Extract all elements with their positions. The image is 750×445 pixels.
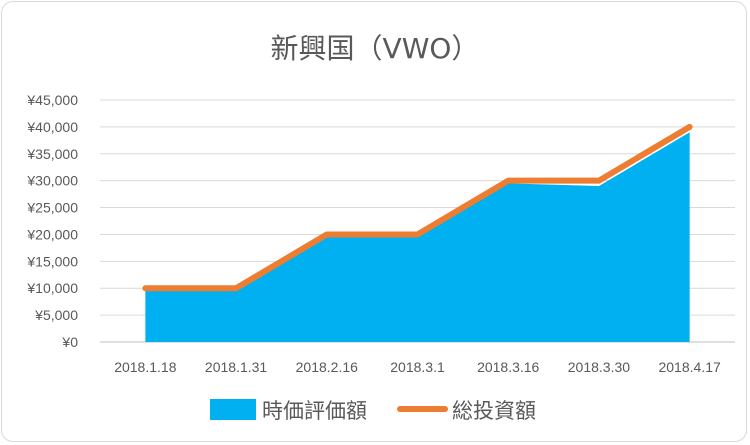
- legend: 時価評価額 総投資額: [210, 399, 536, 423]
- y-tick-label: ¥0: [61, 334, 78, 350]
- y-tick-label: ¥35,000: [26, 146, 78, 162]
- x-axis: 2018.1.18 2018.1.31 2018.2.16 2018.3.1 2018.…: [114, 359, 721, 375]
- legend-label-total-investment: 総投資額: [452, 399, 536, 423]
- y-tick-label: ¥30,000: [26, 173, 78, 189]
- x-tick-label: 2018.1.18: [114, 359, 176, 375]
- y-tick-label: ¥20,000: [26, 226, 78, 242]
- series-layer: [142, 123, 693, 342]
- y-tick-label: ¥10,000: [26, 280, 78, 296]
- x-tick-label: 2018.1.31: [205, 359, 267, 375]
- y-tick-label: ¥40,000: [26, 119, 78, 135]
- y-tick-label: ¥15,000: [26, 253, 78, 269]
- x-tick-label: 2018.4.17: [658, 359, 720, 375]
- y-tick-label: ¥45,000: [26, 92, 78, 108]
- x-tick-label: 2018.3.16: [477, 359, 539, 375]
- y-tick-label: ¥5,000: [34, 307, 78, 323]
- chart-title: 新興国（VWO）: [271, 32, 480, 65]
- legend-swatch-market-value: [210, 399, 256, 420]
- x-tick-label: 2018.3.1: [390, 359, 445, 375]
- x-tick-label: 2018.2.16: [296, 359, 358, 375]
- legend-label-market-value: 時価評価額: [262, 399, 367, 423]
- y-axis: ¥0 ¥5,000 ¥10,000 ¥15,000 ¥20,000 ¥25,000 ¥30,…: [26, 92, 78, 350]
- x-tick-label: 2018.3.30: [568, 359, 630, 375]
- y-tick-label: ¥25,000: [26, 200, 78, 216]
